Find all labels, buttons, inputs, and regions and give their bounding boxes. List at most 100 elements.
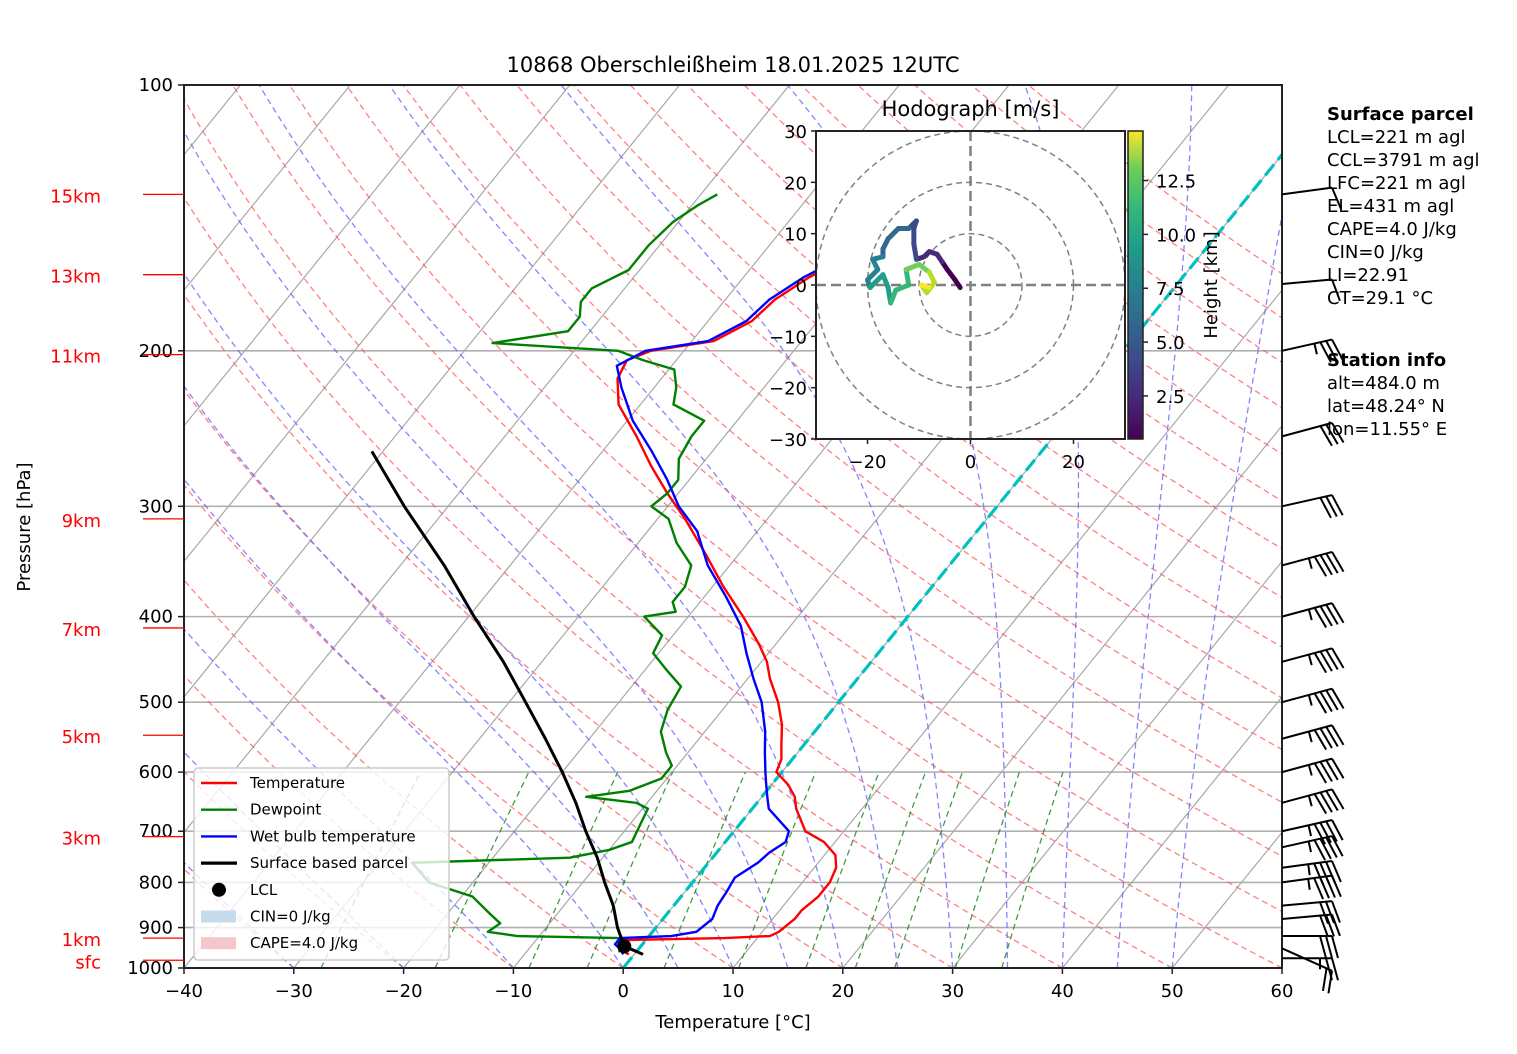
barb-flag [1313, 877, 1324, 900]
barb-flag [1325, 790, 1339, 812]
mixing-ratio-line [1001, 771, 1064, 968]
barb-shaft [1281, 687, 1333, 704]
y-tick-label: 700 [139, 821, 173, 842]
chart-title: 10868 Oberschleißheim 18.01.2025 12UTC [507, 53, 960, 77]
wind-barb [1281, 687, 1345, 714]
barb-shaft [1281, 788, 1333, 804]
legend-label: Wet bulb temperature [250, 827, 416, 845]
barb-half-flag [1307, 841, 1312, 853]
hodograph: Hodograph [m/s] −20 0 20 30 20 10 0 −10 −20 −30 2.5… [769, 97, 1222, 473]
x-tick-label: 50 [1161, 981, 1184, 1002]
barb-flag [1319, 791, 1333, 813]
wind-barb [1281, 421, 1345, 447]
info-ct: CT=29.1 °C [1327, 288, 1434, 309]
moist-adiabat [184, 130, 789, 968]
height-label: 3km [62, 829, 101, 850]
isotherm [732, 289, 1282, 968]
isotherm [184, 85, 571, 563]
barb-flag [1321, 968, 1328, 992]
hodograph-plot [816, 131, 1125, 439]
barb-half-flag [1307, 795, 1313, 807]
legend-box [193, 767, 450, 961]
barb-flag [1313, 556, 1328, 577]
barb-flag [1325, 604, 1339, 625]
hodograph-y-tick-label: −10 [769, 327, 807, 348]
barb-flag [1325, 935, 1333, 959]
y-tick-label: 800 [139, 872, 173, 893]
dry-adiabat [345, 85, 1282, 857]
barb-shaft [1281, 860, 1333, 869]
wind-barbs [1281, 186, 1345, 994]
barb-flag [1319, 650, 1333, 672]
barb-flag [1319, 425, 1333, 447]
barb-flag [1319, 554, 1333, 576]
legend-label: CIN=0 J/kg [250, 908, 331, 926]
barb-flag [1325, 820, 1338, 842]
dry-adiabat [184, 389, 844, 968]
hodograph-segment [911, 241, 919, 262]
dry-adiabat [184, 484, 734, 968]
wind-barb [1281, 186, 1342, 210]
barb-flag [1331, 758, 1345, 779]
dry-adiabat [288, 85, 1282, 913]
dry-adiabat [184, 579, 624, 968]
barb-flag [1319, 822, 1332, 844]
height-label: 7km [62, 620, 101, 641]
isotherm [184, 85, 351, 292]
wind-barb [1281, 818, 1344, 845]
station-info-heading: Station info [1327, 350, 1447, 371]
height-label: 11km [50, 347, 101, 368]
barb-shaft [1281, 338, 1333, 352]
hodograph-segment [867, 272, 886, 291]
axes: −40 −30 −20 −10 0 10 20 30 40 50 60100200300400500… [50, 75, 1293, 1002]
lcl-marker [617, 939, 632, 954]
barb-flag [1331, 875, 1342, 898]
barb-shaft [1281, 278, 1333, 285]
mixing-ratio-line [854, 771, 927, 968]
barb-half-flag [1313, 343, 1318, 355]
hodograph-x-tick-label: −20 [849, 452, 887, 473]
y-tick-label: 900 [139, 918, 173, 939]
height-label: 13km [50, 267, 101, 288]
x-tick-label: 40 [1051, 981, 1074, 1002]
legend-label: CAPE=4.0 J/kg [250, 934, 358, 952]
hodograph-x-tick-label: 20 [1062, 452, 1085, 473]
hodograph-y-tick-label: −20 [769, 379, 807, 400]
barb-flag [1331, 958, 1339, 981]
colorbar-tick-label: 5.0 [1156, 333, 1185, 354]
hodograph-y-tick-label: 20 [784, 173, 807, 194]
wind-barb [1282, 957, 1339, 981]
legend-label: Dewpoint [250, 801, 321, 819]
barb-flag [1319, 341, 1332, 363]
wet-bulb-temperature-line [613, 184, 967, 955]
wind-barb [1281, 278, 1341, 302]
mixing-ratio-line [586, 771, 674, 968]
barb-shaft [1281, 421, 1333, 438]
moist-adiabat [184, 272, 734, 968]
x-tick-label: 0 [617, 981, 628, 1002]
barb-shaft [1281, 550, 1333, 567]
moist-adiabat [388, 85, 899, 968]
barb-shaft [1281, 913, 1333, 920]
moist-adiabat [184, 385, 679, 968]
barb-shaft [1281, 947, 1333, 972]
colorbar-label: Height [km] [1201, 231, 1222, 338]
legend: Temperature Dewpoint Wet bulb temperature S… [193, 767, 450, 961]
barb-shaft [1281, 874, 1333, 884]
info-el: EL=431 m agl [1327, 196, 1455, 217]
x-tick-label: 20 [831, 981, 854, 1002]
legend-label: LCL [250, 881, 278, 899]
barb-flag [1325, 958, 1333, 981]
barb-half-flag [1307, 878, 1311, 890]
mixing-ratio-line [894, 771, 964, 968]
barb-flag [1331, 724, 1345, 746]
barb-flag [1331, 835, 1344, 857]
info-li: LI=22.91 [1327, 265, 1409, 286]
moist-adiabat [184, 628, 514, 968]
hodograph-segment [919, 282, 932, 291]
y-tick-label: 300 [139, 496, 173, 517]
dry-adiabat [184, 293, 953, 968]
height-label: 5km [62, 727, 101, 748]
wind-barb [1281, 338, 1344, 363]
